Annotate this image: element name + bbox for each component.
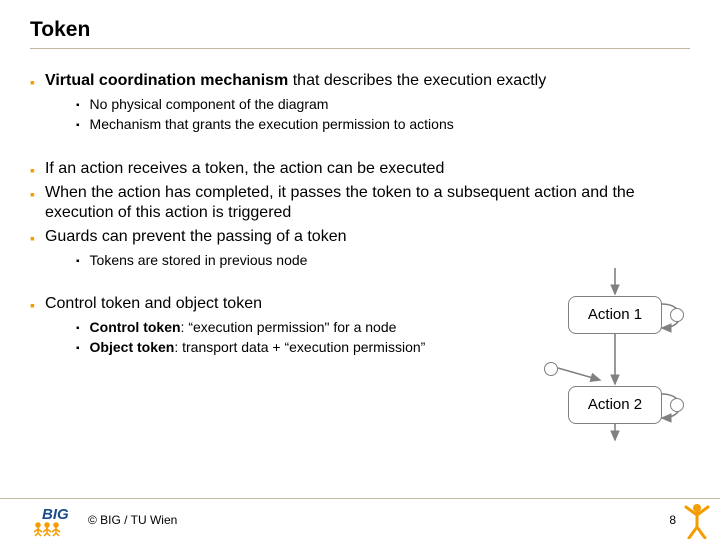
slide-title: Token — [30, 18, 690, 49]
bullet-1-sub-1: ▪ No physical component of the diagram — [76, 96, 690, 114]
bullet-marker-icon: ▪ — [30, 74, 35, 92]
bullet-marker-icon: ▪ — [76, 120, 80, 133]
sub-bold: Object token — [90, 339, 175, 355]
page-number: 8 — [669, 513, 676, 527]
sub-rest: : “execution permission" for a node — [181, 319, 397, 335]
bullet-marker-icon: ▪ — [76, 100, 80, 113]
bullet-1-bold: Virtual coordination mechanism — [45, 72, 288, 89]
diagram-token — [670, 398, 684, 412]
svg-text:BIG: BIG — [42, 506, 69, 523]
diagram-token — [670, 308, 684, 322]
sub-bold: Control token — [90, 319, 181, 335]
bullet-text: Guards can prevent the passing of a toke… — [45, 227, 690, 247]
bullet-marker-icon: ▪ — [76, 323, 80, 336]
bullet-4: ▪ Guards can prevent the passing of a to… — [30, 227, 690, 248]
bullet-1-rest: that describes the execution exactly — [288, 72, 546, 89]
spacer — [30, 137, 690, 159]
diagram-action-2: Action 2 — [568, 386, 662, 424]
big-logo: BIG — [30, 503, 80, 537]
bullet-1: ▪ Virtual coordination mechanism that de… — [30, 71, 690, 92]
copyright-text: © BIG / TU Wien — [88, 513, 177, 527]
footer: BIG © BIG / TU Wien 8 — [0, 498, 720, 540]
title-wrap: Token — [0, 0, 720, 53]
token-diagram: Action 1 Action 2 — [540, 264, 690, 444]
slide: Token ▪ Virtual coordination mechanism t… — [0, 0, 720, 540]
bullet-marker-icon: ▪ — [76, 343, 80, 356]
bullet-text: If an action receives a token, the actio… — [45, 159, 690, 179]
bullet-marker-icon: ▪ — [30, 186, 35, 204]
sub-bullet-text: No physical component of the diagram — [90, 96, 690, 114]
bullet-3: ▪ When the action has completed, it pass… — [30, 183, 690, 223]
human-icon — [682, 501, 712, 539]
diagram-token — [544, 362, 558, 376]
bullet-1-sub-2: ▪ Mechanism that grants the execution pe… — [76, 116, 690, 134]
bullet-2: ▪ If an action receives a token, the act… — [30, 159, 690, 180]
bullet-marker-icon: ▪ — [76, 256, 80, 269]
sub-bullet-text: Mechanism that grants the execution perm… — [90, 116, 690, 134]
bullet-marker-icon: ▪ — [30, 162, 35, 180]
diagram-action-1: Action 1 — [568, 296, 662, 334]
bullet-marker-icon: ▪ — [30, 297, 35, 315]
bullet-text: When the action has completed, it passes… — [45, 183, 690, 223]
sub-rest: : transport data + “execution permission… — [174, 339, 425, 355]
bullet-marker-icon: ▪ — [30, 230, 35, 248]
bullet-text: Virtual coordination mechanism that desc… — [45, 71, 690, 91]
